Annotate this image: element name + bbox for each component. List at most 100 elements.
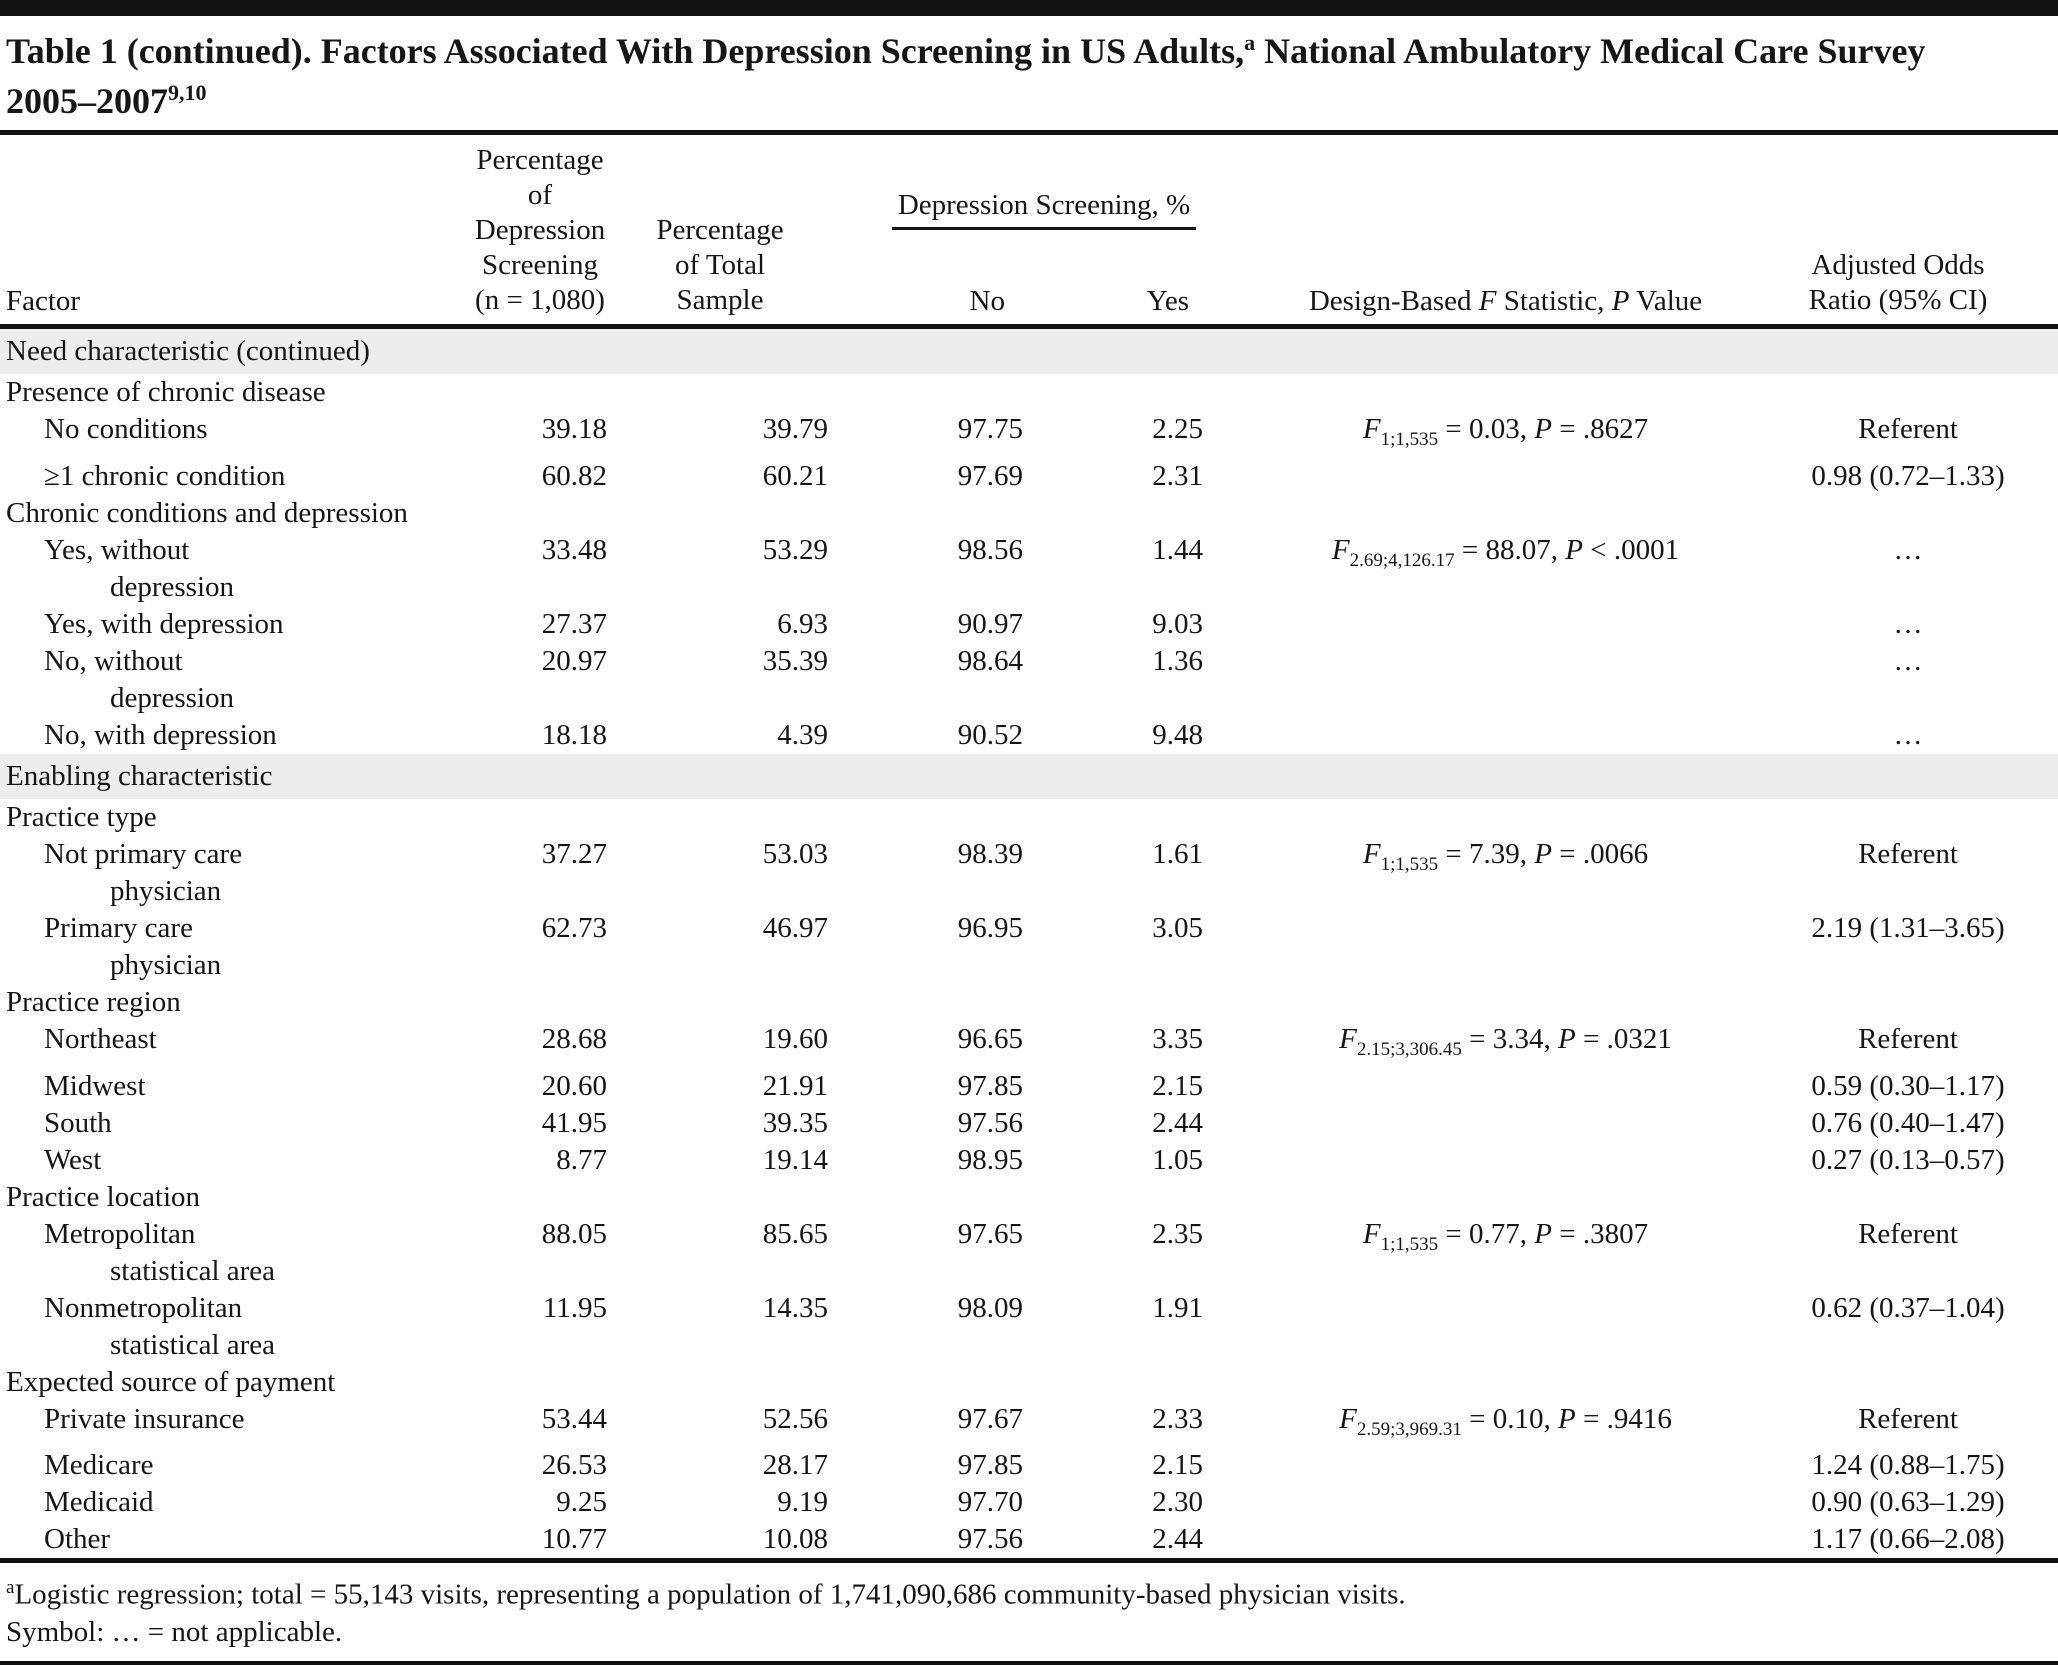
screening-yes-cell: 2.35 [1152,1217,1203,1250]
screening-no-cell: 97.56 [957,1106,1023,1139]
section-header-row: Enabling characteristic [0,753,2058,799]
group-label: Practice location [6,1180,201,1213]
factor-cell: Medicaid [0,1484,470,1521]
factor-cell: Not primary care physician [0,836,470,910]
aor-cell: 0.76 (0.40–1.47) [1811,1106,2005,1139]
pct-screening-cell: 18.18 [541,718,607,751]
group-label: Practice type [6,800,157,833]
fstat-f-symbol: F [1339,1022,1357,1055]
aor-cell: Referent [1858,837,1958,870]
group-header-row: Expected source of payment [0,1364,2058,1401]
factor-label: No, without [44,644,183,677]
factor-column-header: Factor [0,135,470,329]
factor-cell: Metropolitan statistical area [0,1216,470,1290]
aor-cell: Referent [1858,1402,1958,1435]
data-row: No, with depression 18.18 4.39 90.52 9.48… [0,717,2058,754]
factor-cell: Private insurance [0,1401,470,1448]
footnote-text: Logistic regression; total = 55,143 visi… [14,1579,1406,1612]
fstat-cell [1203,1521,1738,1558]
pct-screening-cell: 10.77 [541,1523,607,1556]
fstat-value: = 0.10, [1461,1402,1559,1435]
screening-yes-cell: 1.44 [1152,533,1203,566]
fstat-cell [1203,1142,1738,1179]
header-row-main: Factor Percentage of Depression Screenin… [0,135,2058,329]
pct-total-cell: 46.97 [762,911,828,944]
screening-no-cell: 96.65 [957,1022,1023,1055]
title-footnote-marker: a [1244,30,1256,55]
data-row: No conditions 39.18 39.79 97.75 2.25 F1;1,535… [0,411,2058,458]
screening-yes-cell: 2.15 [1152,1449,1203,1482]
aor-cell: 0.27 (0.13–0.57) [1811,1143,2005,1176]
pct-total-cell: 10.08 [762,1523,828,1556]
screening-yes-cell: 1.91 [1152,1291,1203,1324]
screening-no-cell: 98.95 [957,1143,1023,1176]
fstat-cell: F2.59;3,969.31 = 0.10, P = .9416 [1203,1401,1738,1448]
aor-cell: … [1893,607,1923,640]
title-text: National Ambulatory Medical Care Survey [1255,31,1926,71]
factor-cell: South [0,1105,470,1142]
factor-label: Not primary care [44,837,243,870]
depression-screening-table: Factor Percentage of Depression Screenin… [0,135,2058,1558]
pct-screening-cell: 39.18 [541,413,607,445]
pct-screening-cell: 41.95 [541,1106,607,1139]
pct-total-cell: 28.17 [762,1449,828,1482]
aor-cell: 1.17 (0.66–2.08) [1811,1523,2005,1556]
factor-label: physician [110,874,222,907]
fstat-value: = 0.77, [1438,1217,1535,1250]
factor-label: Metropolitan [44,1217,196,1250]
screening-no-cell: 96.95 [957,911,1023,944]
data-row: Midwest 20.60 21.91 97.85 2.15 0.59 (0.30–1.1… [0,1068,2058,1105]
group-header-row: Practice type [0,799,2058,836]
fstat-p-symbol: P [1534,837,1552,870]
screening-yes-cell: 3.35 [1152,1022,1203,1055]
fstat-p-symbol: P [1611,285,1630,317]
fstat-subscript: 2.59;3,969.31 [1356,1418,1462,1440]
aor-cell: 1.24 (0.88–1.75) [1811,1449,2005,1482]
header-line: Depression [474,214,606,246]
screening-no-cell: 97.75 [957,413,1023,445]
depression-screening-group-header: Depression Screening, % [830,135,1203,231]
fstat-header-text: Value [1629,285,1703,317]
pct-screening-cell: 33.48 [541,533,607,566]
screening-no-cell: 97.65 [957,1217,1023,1250]
header-line: Percentage of [476,144,604,211]
fstat-cell [1203,458,1738,495]
fstat-cell [1203,643,1738,717]
fstat-p-value: = .9416 [1575,1402,1672,1435]
factor-cell: Nonmetropolitan statistical area [0,1290,470,1364]
header-row-sub: No Yes [0,230,2058,330]
data-row: Private insurance 53.44 52.56 97.67 2.33 F2.5… [0,1401,2058,1448]
screening-yes-cell: 2.25 [1152,413,1203,445]
aor-cell: Referent [1858,1022,1958,1055]
data-row: West 8.77 19.14 98.95 1.05 0.27 (0.13–0.57) [0,1142,2058,1179]
footnote-symbol: Symbol: … = not applicable. [6,1616,343,1649]
fstat-value: = 88.07, [1454,533,1566,566]
fstat-f-symbol: F [1331,533,1350,566]
factor-cell: No, with depression [0,717,470,754]
fstat-p-value: = .0321 [1575,1022,1672,1055]
data-row: Northeast 28.68 19.60 96.65 3.35 F2.15;3,306.… [0,1021,2058,1068]
factor-cell: No conditions [0,411,470,458]
aor-cell: 0.62 (0.37–1.04) [1811,1291,2005,1324]
pct-screening-column-header: Percentage of Depression Screening (n = … [470,135,610,329]
fstat-cell: F2.69;4,126.17 = 88.07, P < .0001 [1203,532,1738,606]
aor-cell: 0.59 (0.30–1.17) [1811,1069,2005,1102]
screening-yes-cell: 1.05 [1152,1143,1203,1176]
table-header: Factor Percentage of Depression Screenin… [0,135,2058,330]
fstat-p-symbol: P [1565,533,1583,566]
screening-yes-cell: 3.05 [1152,911,1203,944]
data-row: Medicare 26.53 28.17 97.85 2.15 1.24 (0.88–1.… [0,1447,2058,1484]
title-line-1: Table 1 (continued). Factors Associated … [6,22,2050,72]
fstat-f-symbol: F [1339,1402,1357,1435]
fstat-header-text: Statistic, [1496,285,1612,317]
fstat-subscript: 2.15;3,306.45 [1356,1038,1462,1060]
fstat-p-value: = .8627 [1551,413,1649,445]
group-header-row: Practice region [0,984,2058,1021]
screening-yes-cell: 2.44 [1152,1523,1203,1556]
pct-total-cell: 35.39 [762,644,828,677]
fstat-p-symbol: P [1534,1217,1552,1250]
pct-total-cell: 53.03 [762,837,828,870]
data-row: Medicaid 9.25 9.19 97.70 2.30 0.90 (0.63–1.29… [0,1484,2058,1521]
header-line: Screening [482,249,598,281]
pct-total-cell: 6.93 [777,607,828,640]
